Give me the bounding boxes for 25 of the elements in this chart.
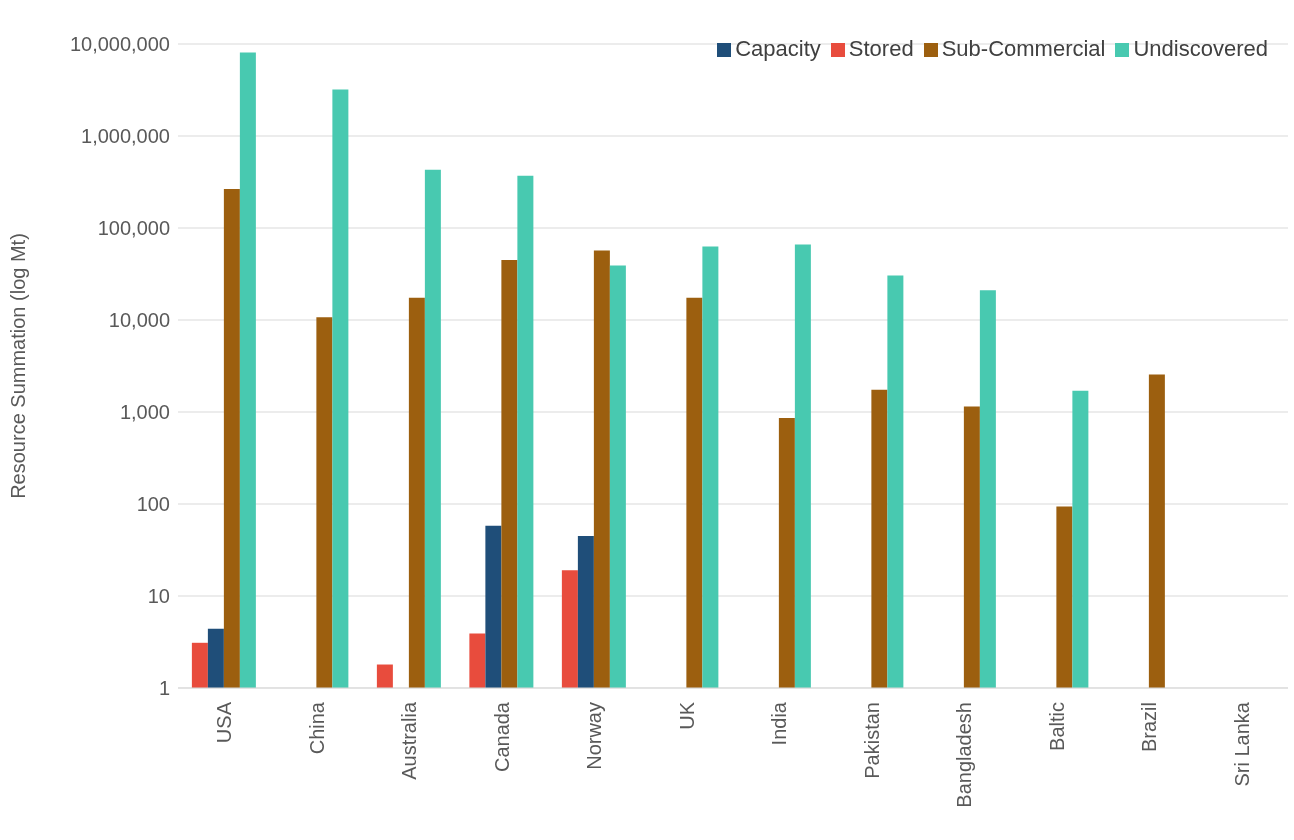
x-tick-label: Baltic <box>1045 702 1068 751</box>
y-tick-label: 10,000,000 <box>69 33 170 56</box>
legend-label: Capacity <box>735 36 821 61</box>
y-tick-label: 1,000,000 <box>81 125 170 148</box>
y-tick-label: 1,000 <box>119 401 170 424</box>
y-tick-label: 100,000 <box>97 217 170 240</box>
legend-label: Stored <box>848 36 914 61</box>
y-tick-label: 10 <box>147 585 170 608</box>
x-tick-label: China <box>305 701 328 755</box>
x-tick-label: USA <box>213 701 236 744</box>
y-axis-title: Resource Summation (log Mt) <box>7 233 30 499</box>
y-tick-label: 1 <box>158 677 170 700</box>
x-tick-label: Bangladesh <box>953 702 976 808</box>
x-tick-label: Canada <box>490 701 513 773</box>
x-tick-label: India <box>768 701 791 746</box>
x-tick-label: Brazil <box>1138 702 1161 753</box>
y-tick-label: 10,000 <box>108 309 170 332</box>
x-tick-label: Pakistan <box>860 702 883 779</box>
legend-label: Sub-Commercial <box>941 36 1106 61</box>
x-tick-label: UK <box>675 701 698 730</box>
x-tick-label: Sri Lanka <box>1230 701 1253 787</box>
y-tick-label: 100 <box>136 493 170 516</box>
legend-label: Undiscovered <box>1133 36 1268 61</box>
x-tick-label: Norway <box>583 702 606 770</box>
x-tick-label: Australia <box>398 701 421 780</box>
